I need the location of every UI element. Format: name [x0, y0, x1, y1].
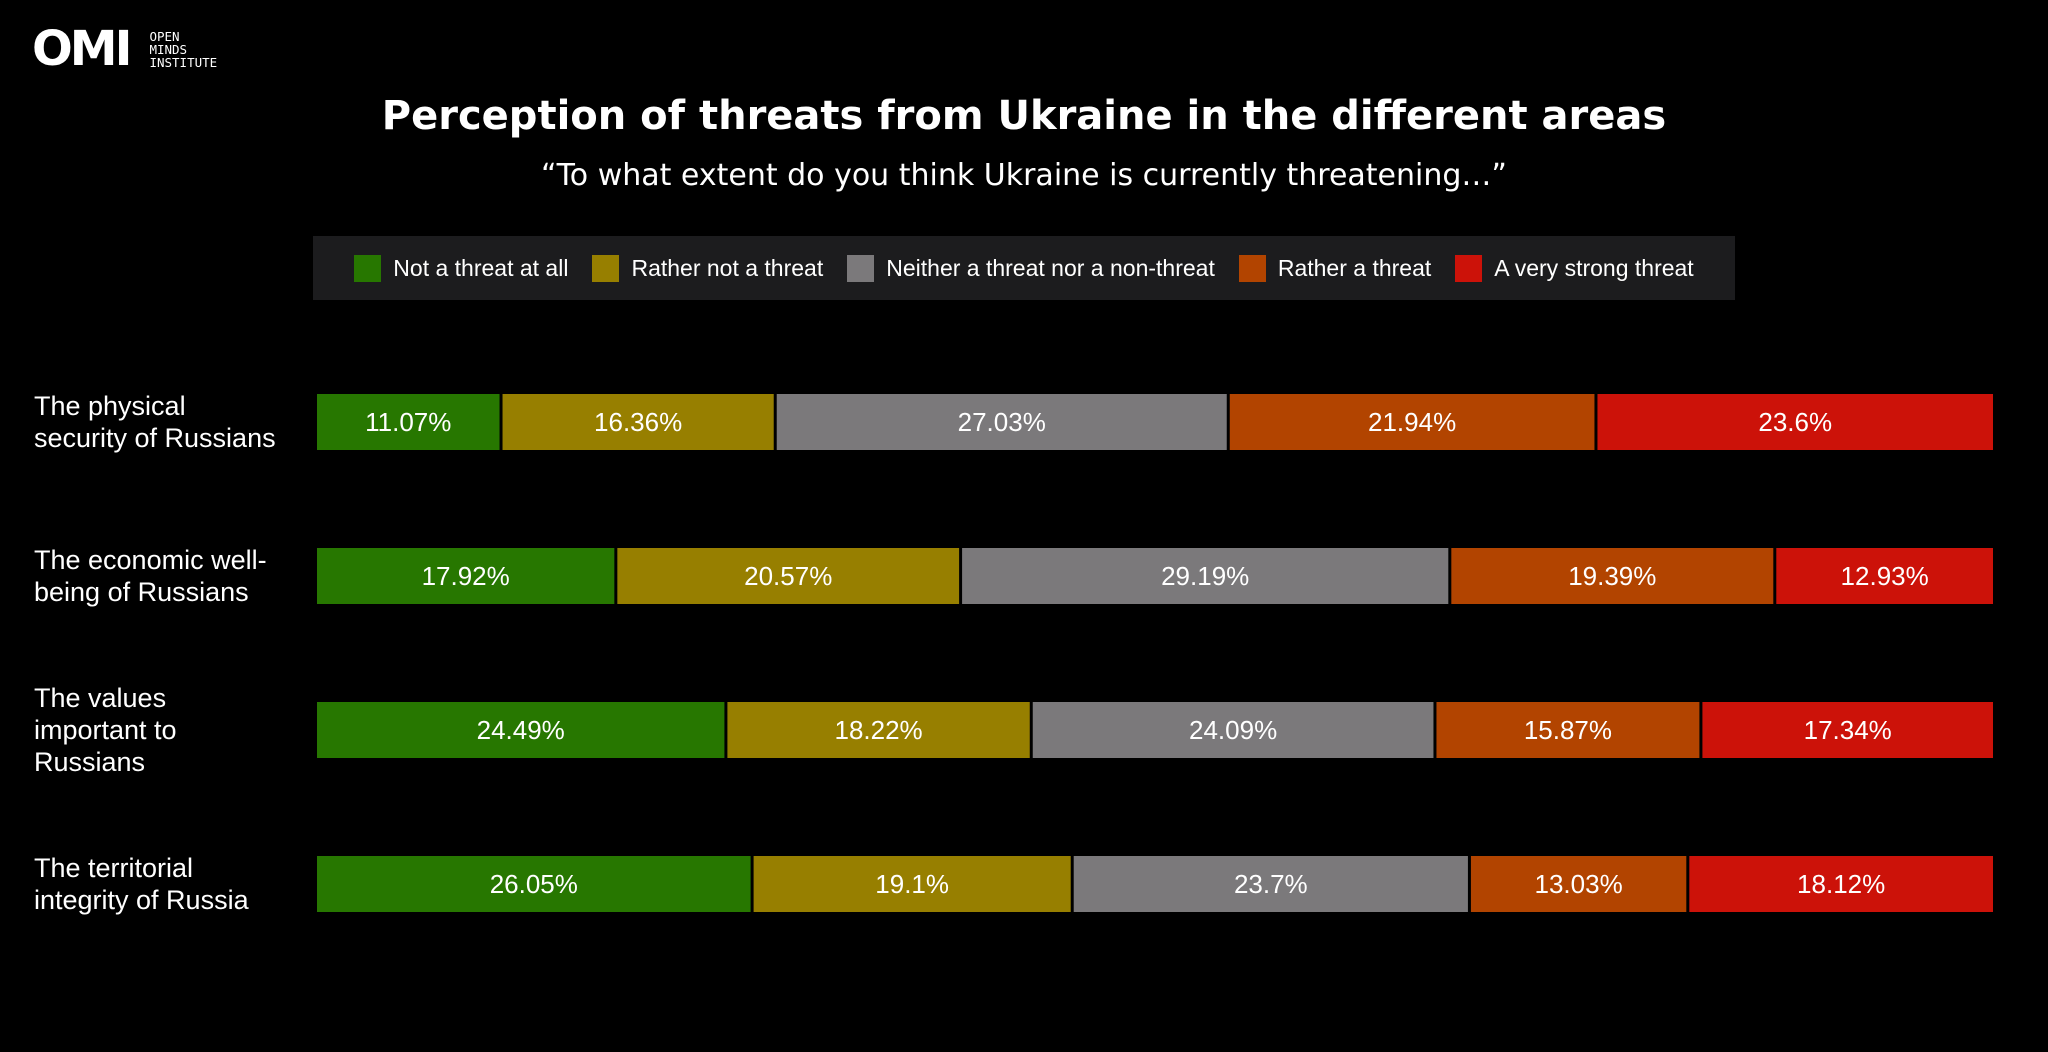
data-label: 21.94%: [1368, 407, 1456, 437]
logo-text-line-3: INSTITUTE: [149, 54, 218, 70]
row-label-line: Russians: [34, 747, 146, 777]
bar-segment-not-a-threat-at-all: [317, 702, 725, 758]
data-label: 16.36%: [594, 407, 682, 437]
data-label: 27.03%: [958, 407, 1046, 437]
data-label: 23.6%: [1758, 407, 1832, 437]
data-label: 26.05%: [490, 869, 578, 899]
legend-item-not-a-threat-at-all: Not a threat at all: [354, 253, 568, 283]
bar-row-the-values-important-to-russians: 24.49% 18.22% 24.09% 15.87% 17.34%: [317, 702, 1993, 758]
legend-swatch: [592, 254, 620, 282]
bar-segment-not-a-threat-at-all: [317, 548, 615, 604]
row-label-line: The economic well-: [34, 545, 267, 575]
chart-title: Perception of threats from Ukraine in th…: [381, 93, 1667, 139]
legend-swatch: [1238, 254, 1266, 282]
legend-label: Rather not a threat: [631, 255, 824, 281]
row-label-line: integrity of Russia: [34, 885, 249, 915]
legend: Not a threat at all Rather not a threat Ne…: [313, 236, 1735, 300]
data-label: 18.12%: [1797, 869, 1885, 899]
bar-segment-rather-a-threat: [1451, 548, 1774, 604]
chart-subtitle: “To what extent do you think Ukraine is …: [541, 158, 1507, 193]
logo: OMI OPEN MINDS INSTITUTE: [32, 21, 217, 77]
data-label: 13.03%: [1535, 869, 1623, 899]
legend-item-rather-a-threat: Rather a threat: [1238, 253, 1432, 283]
bar-segment-a-very-strong-threat: [1689, 856, 1993, 912]
row-label-the-values-important-to-russians: The values important to Russians: [34, 682, 294, 778]
data-label: 17.92%: [422, 561, 510, 591]
legend-item-a-very-strong-threat: A very strong threat: [1455, 253, 1694, 283]
bar-segment-rather-not-a-threat: [753, 856, 1071, 912]
row-label-line: being of Russians: [34, 577, 249, 607]
row-label-the-economic-well-being-of-russians: The economic well-being of Russians: [34, 544, 294, 608]
row-label-the-physical-security-of-russians: The physical security of Russians: [34, 390, 294, 454]
data-label: 24.49%: [477, 715, 565, 745]
bar-segment-neither-a-threat-nor-a-non-threat: [962, 548, 1449, 604]
data-label: 20.57%: [744, 561, 832, 591]
logo-text-line-1: OPEN: [149, 28, 180, 44]
row-label-line: The territorial: [34, 853, 194, 883]
logo-text-line-2: MINDS: [149, 41, 188, 57]
data-label: 24.09%: [1189, 715, 1277, 745]
data-label: 29.19%: [1161, 561, 1249, 591]
bar-row-the-physical-security-of-russians: 11.07% 16.36% 27.03% 21.94% 23.6%: [317, 394, 1993, 450]
bar-row-the-economic-well-being-of-russians: 17.92% 20.57% 29.19% 19.39% 12.93%: [317, 548, 1993, 604]
data-label: 19.39%: [1568, 561, 1656, 591]
data-label: 15.87%: [1524, 715, 1612, 745]
bar-segment-rather-not-a-threat: [502, 394, 774, 450]
data-label: 19.1%: [875, 869, 949, 899]
bar-segment-a-very-strong-threat: [1776, 548, 1993, 604]
legend-swatch: [1455, 254, 1483, 282]
data-label: 18.22%: [834, 715, 922, 745]
bar-segment-rather-a-threat: [1229, 394, 1595, 450]
row-label-line: security of Russians: [34, 423, 276, 453]
legend-label: A very strong threat: [1494, 255, 1694, 281]
bar-segment-rather-a-threat: [1436, 702, 1700, 758]
bar-segment-not-a-threat-at-all: [317, 394, 500, 450]
legend-label: Rather a threat: [1277, 255, 1432, 281]
bar-segment-rather-a-threat: [1470, 856, 1687, 912]
logo-text: OPEN MINDS INSTITUTE: [149, 30, 217, 69]
row-label-line: important to: [34, 715, 177, 745]
data-label: 23.7%: [1234, 869, 1308, 899]
row-label-line: The physical: [34, 391, 186, 421]
data-label: 17.34%: [1804, 715, 1892, 745]
legend-swatch: [847, 254, 875, 282]
logo-mark: OMI: [32, 21, 132, 77]
bar-segment-a-very-strong-threat: [1702, 702, 1993, 758]
data-label: 12.93%: [1841, 561, 1929, 591]
legend-label: Not a threat at all: [393, 255, 569, 281]
data-label: 11.07%: [365, 407, 451, 437]
legend-label: Neither a threat nor a non-threat: [886, 255, 1215, 281]
row-label-the-territorial-integrity-of-russia: The territorial integrity of Russia: [34, 852, 294, 916]
bar-segment-a-very-strong-threat: [1597, 394, 1993, 450]
legend-item-rather-not-a-threat: Rather not a threat: [592, 253, 823, 283]
bar-segment-neither-a-threat-nor-a-non-threat: [1073, 856, 1468, 912]
legend-swatch: [354, 254, 382, 282]
bar-segment-rather-not-a-threat: [617, 548, 960, 604]
row-label-line: The values: [34, 683, 167, 713]
bar-segment-neither-a-threat-nor-a-non-threat: [776, 394, 1227, 450]
bar-row-the-territorial-integrity-of-russia: 26.05% 19.1% 23.7% 13.03% 18.12%: [317, 856, 1993, 912]
bar-segment-neither-a-threat-nor-a-non-threat: [1032, 702, 1434, 758]
bar-segment-rather-not-a-threat: [727, 702, 1030, 758]
bar-segment-not-a-threat-at-all: [317, 856, 751, 912]
legend-item-neither-a-threat-nor-a-non-threat: Neither a threat nor a non-threat: [847, 253, 1215, 283]
